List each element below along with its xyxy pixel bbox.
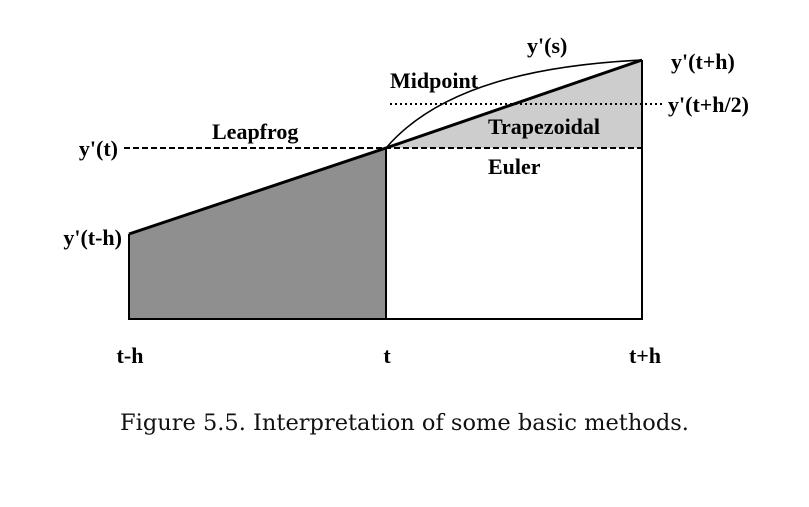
label-trapezoidal: Trapezoidal — [488, 114, 600, 139]
label-y-s: y'(s) — [527, 33, 567, 58]
label-leapfrog: Leapfrog — [212, 119, 298, 144]
figure-caption: Figure 5.5. Interpretation of some basic… — [120, 410, 689, 436]
methods-diagram: y'(t) y'(t-h) y'(s) y'(t+h) y'(t+h/2) Mi… — [63, 33, 749, 368]
leapfrog-outline — [128, 234, 386, 320]
tick-t-minus-h: t-h — [117, 343, 144, 368]
trapezoidal-line — [385, 58, 643, 150]
label-y-t-minus-h: y'(t-h) — [63, 225, 122, 250]
tick-t: t — [383, 343, 391, 368]
leapfrog-line — [128, 146, 387, 236]
leapfrog-region — [129, 148, 386, 319]
label-midpoint: Midpoint — [390, 68, 479, 93]
label-y-t: y'(t) — [79, 136, 118, 161]
tick-t-plus-h: t+h — [629, 343, 661, 368]
derivative-curve — [385, 59, 643, 149]
label-y-t-plus-h: y'(t+h) — [671, 49, 735, 74]
label-euler: Euler — [488, 154, 541, 179]
euler-box-outline — [385, 60, 643, 320]
label-y-t-plus-half-h: y'(t+h/2) — [668, 92, 749, 117]
